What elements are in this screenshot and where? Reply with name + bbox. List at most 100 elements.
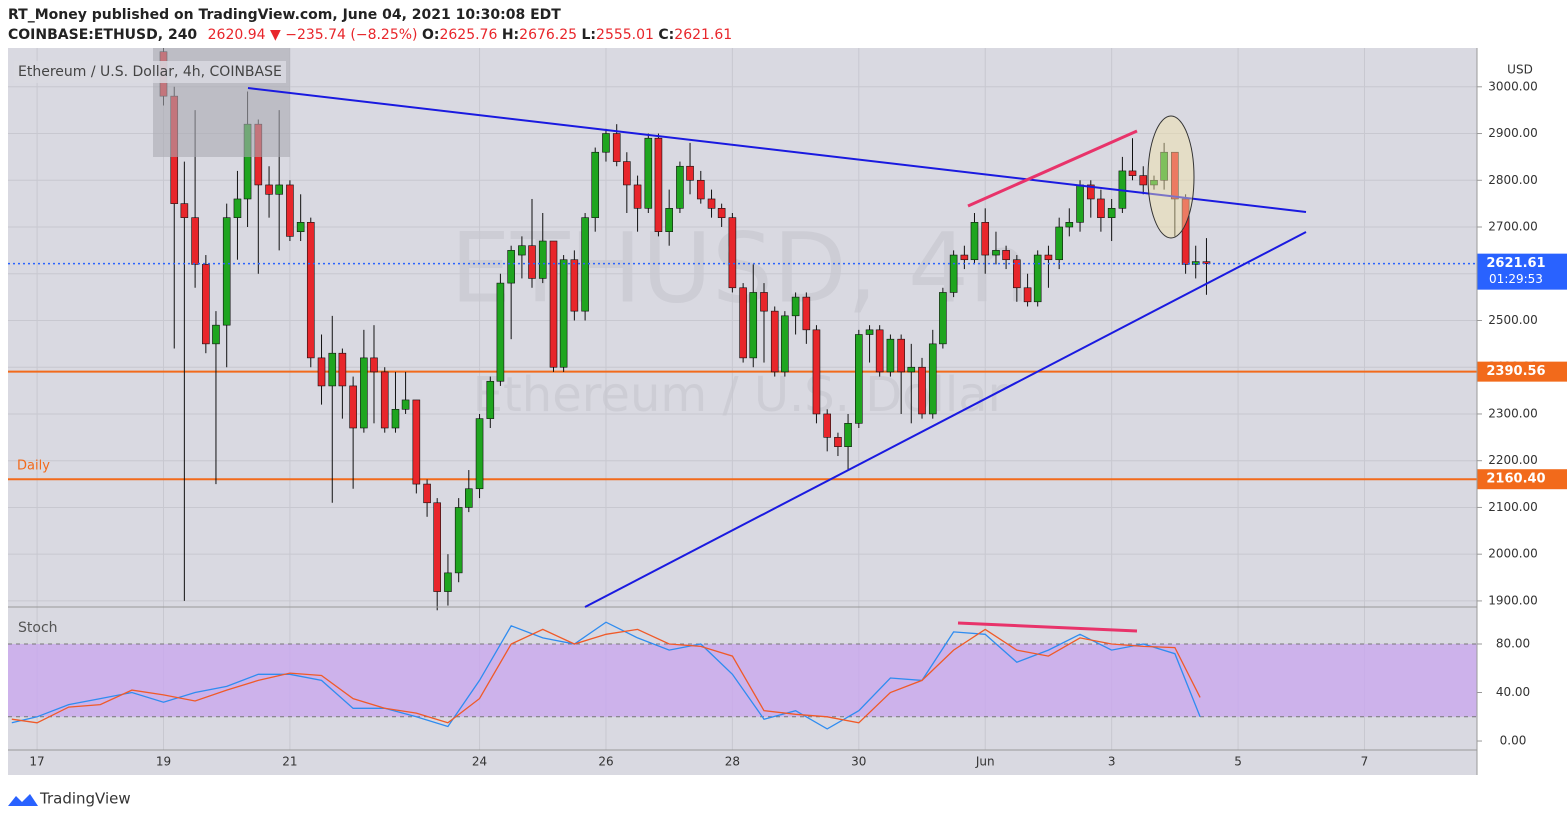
candle-body bbox=[570, 259, 579, 312]
candle-body bbox=[1107, 208, 1116, 218]
candle-body bbox=[865, 329, 874, 335]
candle-body bbox=[507, 250, 515, 284]
candle-body bbox=[222, 217, 231, 326]
level-label: 2390.56 bbox=[1486, 364, 1545, 379]
last: 2620.94 bbox=[208, 27, 266, 43]
logo-icon bbox=[8, 794, 38, 806]
x-tick-label: 21 bbox=[282, 755, 297, 769]
countdown: 01:29:53 bbox=[1489, 272, 1543, 286]
y-tick-label: 1900.00 bbox=[1488, 593, 1538, 607]
candle-body bbox=[1065, 222, 1074, 228]
candle-body bbox=[202, 264, 210, 345]
divergence-line bbox=[967, 129, 1138, 208]
candle-body bbox=[286, 184, 294, 237]
candle-body bbox=[886, 338, 895, 373]
candle-body bbox=[760, 292, 768, 312]
candle-body bbox=[380, 371, 389, 429]
candle-body bbox=[296, 222, 305, 232]
candle-body bbox=[834, 437, 842, 447]
candle-body bbox=[581, 217, 589, 312]
candle-body bbox=[855, 334, 863, 424]
candle-body bbox=[633, 184, 642, 209]
candle-body bbox=[265, 184, 273, 195]
candle-body bbox=[591, 151, 600, 218]
candle-body bbox=[612, 133, 621, 162]
candle-body bbox=[1171, 151, 1179, 200]
candle-body bbox=[486, 380, 495, 419]
l-label: L: bbox=[582, 27, 597, 43]
candle-body bbox=[960, 254, 969, 261]
candle-body bbox=[518, 245, 526, 256]
watermark-sub: Ethereum / U.S. Dollar bbox=[473, 367, 1008, 423]
candle-body bbox=[812, 329, 821, 415]
candle-body bbox=[338, 352, 347, 387]
stoch-title: Stoch bbox=[18, 620, 58, 636]
candle-body bbox=[559, 259, 568, 368]
title-bg bbox=[14, 61, 286, 83]
o-label: O: bbox=[422, 27, 440, 43]
candle-body bbox=[1086, 184, 1095, 200]
h-label: H: bbox=[502, 27, 519, 43]
x-tick-label: 5 bbox=[1234, 755, 1242, 769]
symbol: COINBASE:ETHUSD, 240 bbox=[8, 27, 197, 43]
candle-body bbox=[465, 488, 473, 508]
candle-body bbox=[1055, 226, 1063, 261]
candle-body bbox=[676, 165, 684, 209]
candle-body bbox=[1139, 175, 1148, 186]
candle-body bbox=[496, 282, 505, 382]
candle-body bbox=[907, 366, 916, 373]
x-tick-label: 17 bbox=[29, 755, 44, 769]
candle-body bbox=[349, 385, 357, 429]
level-tag bbox=[1477, 469, 1567, 490]
highlight-ellipse bbox=[1147, 115, 1195, 239]
x-tick-label: 28 bbox=[725, 755, 740, 769]
candle-body bbox=[475, 418, 484, 490]
level-tag bbox=[1477, 361, 1567, 382]
candle-body bbox=[528, 245, 536, 279]
candle-body bbox=[306, 222, 315, 359]
candle-body bbox=[1002, 250, 1010, 261]
candle-body bbox=[739, 287, 747, 359]
c: 2621.61 bbox=[674, 27, 732, 43]
arrow: ▼ bbox=[270, 27, 281, 43]
candle-body bbox=[433, 502, 441, 592]
x-tick-label: Jun bbox=[975, 755, 995, 769]
x-tick-label: 7 bbox=[1361, 755, 1369, 769]
c-label: C: bbox=[658, 27, 674, 43]
y-tick-label: 2900.00 bbox=[1488, 126, 1538, 140]
brand: TradingView bbox=[39, 790, 131, 808]
divergence-line bbox=[957, 621, 1138, 633]
candle-body bbox=[992, 250, 1000, 256]
candle-body bbox=[391, 408, 400, 429]
y-tick-label: 0.00 bbox=[1500, 734, 1527, 748]
candle-body bbox=[686, 165, 694, 181]
candle-body bbox=[928, 343, 937, 415]
candle-body bbox=[791, 296, 800, 317]
candle-body bbox=[212, 324, 220, 345]
candle-body bbox=[538, 240, 547, 279]
x-tick-label: 3 bbox=[1108, 755, 1116, 769]
level-note: Daily bbox=[17, 459, 50, 474]
chart-layer: 17 19 21 24 26 28 30 Jun 3 5 7 1900.00 2000.00 2100.0… bbox=[8, 48, 1567, 769]
candle-body bbox=[981, 222, 990, 256]
candle-body bbox=[949, 254, 958, 293]
candle-body bbox=[770, 310, 779, 373]
candle-body bbox=[180, 203, 189, 218]
candle-body bbox=[939, 292, 947, 345]
candle-body bbox=[970, 222, 979, 261]
change: −235.74 (−8.25%) bbox=[285, 27, 417, 43]
candle-body bbox=[707, 198, 716, 209]
candle-body bbox=[802, 296, 811, 331]
candle-body bbox=[1076, 184, 1084, 223]
candle-body bbox=[1097, 198, 1105, 218]
band bbox=[8, 643, 1477, 717]
candle-body bbox=[844, 423, 852, 447]
candle-body bbox=[717, 208, 726, 218]
candle-body bbox=[549, 240, 558, 368]
stoch-line bbox=[11, 628, 1201, 724]
candle-body bbox=[1150, 179, 1158, 186]
candle-body bbox=[370, 357, 378, 373]
y-tick-label: 2300.00 bbox=[1488, 406, 1538, 420]
candle-body bbox=[444, 572, 452, 592]
